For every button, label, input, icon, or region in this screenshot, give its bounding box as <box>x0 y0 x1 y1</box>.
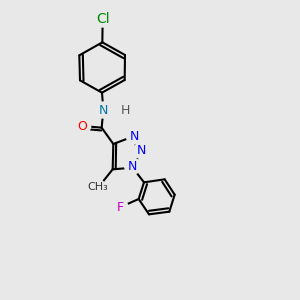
Circle shape <box>75 118 91 134</box>
Circle shape <box>117 102 133 118</box>
Circle shape <box>125 158 141 174</box>
Text: F: F <box>116 201 124 214</box>
Text: O: O <box>78 119 88 133</box>
Circle shape <box>112 199 128 215</box>
Circle shape <box>95 11 111 27</box>
Text: N: N <box>130 130 139 142</box>
Text: N: N <box>137 144 146 157</box>
Circle shape <box>95 102 111 118</box>
Text: CH₃: CH₃ <box>87 182 108 192</box>
Circle shape <box>134 143 150 159</box>
Text: Cl: Cl <box>96 12 110 26</box>
Text: N: N <box>99 103 108 116</box>
Circle shape <box>126 128 142 144</box>
Text: N: N <box>128 160 137 173</box>
Text: H: H <box>120 103 130 116</box>
Circle shape <box>89 179 105 195</box>
